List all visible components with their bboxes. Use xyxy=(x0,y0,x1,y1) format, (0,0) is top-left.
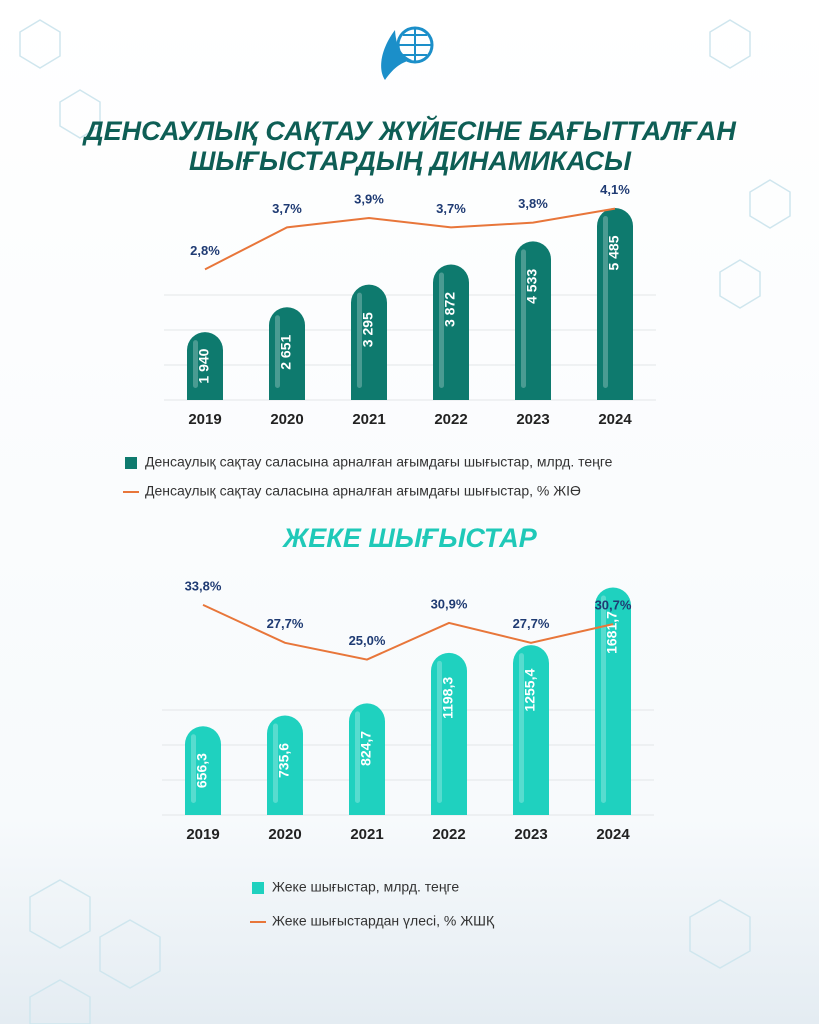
bar-highlight xyxy=(603,216,608,388)
bar-highlight xyxy=(273,723,278,803)
bar-value-label: 4 533 xyxy=(524,269,540,304)
line xyxy=(202,603,614,661)
x-tick-label: 2022 xyxy=(432,826,465,843)
bar xyxy=(267,715,303,815)
bar xyxy=(431,652,467,815)
chart-title: ШЫҒЫСТАРДЫҢ ДИНАМИКАСЫ xyxy=(189,146,632,176)
bar-value-label: 656,3 xyxy=(194,753,210,788)
bar-highlight xyxy=(355,711,360,803)
bar xyxy=(349,703,385,815)
line-value-label: 3,7% xyxy=(436,201,466,216)
x-tick-label: 2024 xyxy=(596,826,630,843)
bar-highlight xyxy=(439,272,444,388)
bar-value-label: 3 295 xyxy=(360,312,376,347)
line-value-label: 3,9% xyxy=(354,191,384,206)
legend-label: Жеке шығыстар, млрд. теңге xyxy=(272,879,459,895)
x-tick-label: 2020 xyxy=(268,826,301,843)
line-value-label: 25,0% xyxy=(349,633,386,648)
bar xyxy=(187,332,223,400)
x-tick-label: 2023 xyxy=(514,826,547,843)
x-tick-label: 2020 xyxy=(270,411,303,428)
legend-label: Денсаулық сақтау саласына арналған ағымд… xyxy=(145,483,581,499)
chart-title: ДЕНСАУЛЫҚ САҚТАУ ЖҮЙЕСІНЕ БАҒЫТТАЛҒАН xyxy=(82,114,736,146)
bar-value-label: 3 872 xyxy=(442,292,458,327)
decoration xyxy=(19,19,791,1024)
x-tick-label: 2023 xyxy=(516,411,549,428)
line-value-label: 27,7% xyxy=(513,616,550,631)
x-tick-label: 2019 xyxy=(188,411,221,428)
bar-value-label: 1681,7 xyxy=(604,611,620,654)
x-tick-label: 2022 xyxy=(434,411,467,428)
line-value-label: 30,9% xyxy=(431,596,468,611)
legend-swatch xyxy=(125,457,137,469)
legend-label: Денсаулық сақтау саласына арналған ағымд… xyxy=(145,454,613,470)
line xyxy=(204,207,616,271)
bar-highlight xyxy=(437,660,442,803)
bar xyxy=(433,264,469,400)
bar xyxy=(351,284,387,400)
bar-highlight xyxy=(275,315,280,388)
chart-title: ЖЕКЕ ШЫҒЫСТАР xyxy=(281,523,538,553)
bar-value-label: 1255,4 xyxy=(522,669,538,712)
bar-value-label: 5 485 xyxy=(606,235,622,270)
bar-value-label: 824,7 xyxy=(358,731,374,766)
line-value-label: 2,8% xyxy=(190,243,220,258)
x-tick-label: 2024 xyxy=(598,411,632,428)
legend-label: Жеке шығыстардан үлесі, % ЖШҚ xyxy=(272,913,495,929)
bar-value-label: 1 940 xyxy=(196,348,212,383)
line-value-label: 27,7% xyxy=(267,616,304,631)
x-tick-label: 2021 xyxy=(352,411,385,428)
bar xyxy=(515,241,551,400)
line-value-label: 33,8% xyxy=(185,578,222,593)
x-tick-label: 2021 xyxy=(350,826,383,843)
x-tick-label: 2019 xyxy=(186,826,219,843)
bar-highlight xyxy=(191,734,196,803)
logo xyxy=(381,26,434,80)
line-value-label: 3,8% xyxy=(518,196,548,211)
legend-swatch xyxy=(252,882,264,894)
line-value-label: 30,7% xyxy=(595,598,632,613)
bar xyxy=(595,587,631,815)
bar-highlight xyxy=(519,653,524,803)
bar-highlight xyxy=(193,340,198,388)
bar-value-label: 735,6 xyxy=(276,743,292,778)
bar xyxy=(185,726,221,815)
line-value-label: 3,7% xyxy=(272,201,302,216)
bar-value-label: 1198,3 xyxy=(440,677,456,719)
bar-value-label: 2 651 xyxy=(278,334,294,369)
bar-highlight xyxy=(601,595,606,803)
bar-highlight xyxy=(357,292,362,388)
bar xyxy=(269,307,305,400)
bar-highlight xyxy=(521,249,526,388)
bar xyxy=(513,645,549,815)
line-value-label: 4,1% xyxy=(600,182,630,197)
bar xyxy=(597,208,633,400)
